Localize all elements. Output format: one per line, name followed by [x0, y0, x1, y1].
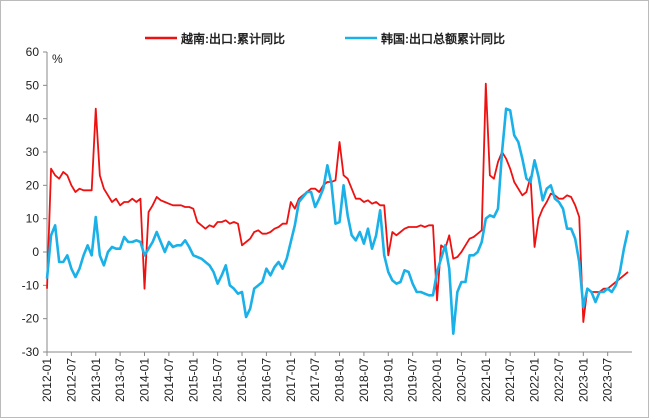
y-tick-label: -20 — [22, 312, 40, 326]
x-tick-label: 2023-07 — [601, 358, 615, 402]
x-tick-label: 2016-01 — [235, 358, 249, 402]
x-tick-label: 2023-01 — [576, 358, 590, 402]
x-tick-label: 2014-07 — [162, 358, 176, 402]
x-tick-label: 2018-01 — [333, 358, 347, 402]
x-tick-label: 2017-07 — [308, 358, 322, 402]
y-tick-label: 40 — [26, 112, 40, 126]
x-tick-label: 2013-07 — [113, 358, 127, 402]
legend-label: 越南:出口:累计同比 — [180, 31, 285, 46]
x-tick-label: 2020-07 — [454, 358, 468, 402]
y-tick-label: 20 — [26, 178, 40, 192]
x-tick-label: 2015-07 — [211, 358, 225, 402]
x-tick-label: 2017-01 — [284, 358, 298, 402]
x-tick-label: 2013-01 — [89, 358, 103, 402]
legend-label: 韩国:出口总额累计同比 — [381, 31, 505, 46]
x-tick-label: 2012-01 — [40, 358, 54, 402]
line-series — [45, 107, 630, 335]
x-tick-label: 2018-07 — [357, 358, 371, 402]
y-tick-label: 10 — [26, 212, 40, 226]
x-tick-label: 2016-07 — [259, 358, 273, 402]
x-tick-label: 2022-01 — [528, 358, 542, 402]
x-tick-label: 2019-01 — [381, 358, 395, 402]
y-tick-label: 60 — [26, 45, 40, 59]
x-tick-label: 2021-01 — [479, 358, 493, 402]
y-unit: % — [52, 52, 63, 66]
line-series — [46, 82, 629, 323]
y-tick-label: 30 — [26, 145, 40, 159]
x-tick-label: 2012-07 — [64, 358, 78, 402]
x-tick-label: 2014-01 — [138, 358, 152, 402]
y-tick-label: -10 — [22, 278, 40, 292]
x-tick-label: 2019-07 — [406, 358, 420, 402]
x-tick-label: 2020-01 — [430, 358, 444, 402]
x-tick-label: 2015-01 — [186, 358, 200, 402]
x-tick-label: 2022-07 — [552, 358, 566, 402]
y-tick-label: -30 — [22, 345, 40, 359]
y-tick-label: 50 — [26, 78, 40, 92]
x-tick-label: 2021-07 — [503, 358, 517, 402]
y-tick-label: 0 — [32, 245, 39, 259]
